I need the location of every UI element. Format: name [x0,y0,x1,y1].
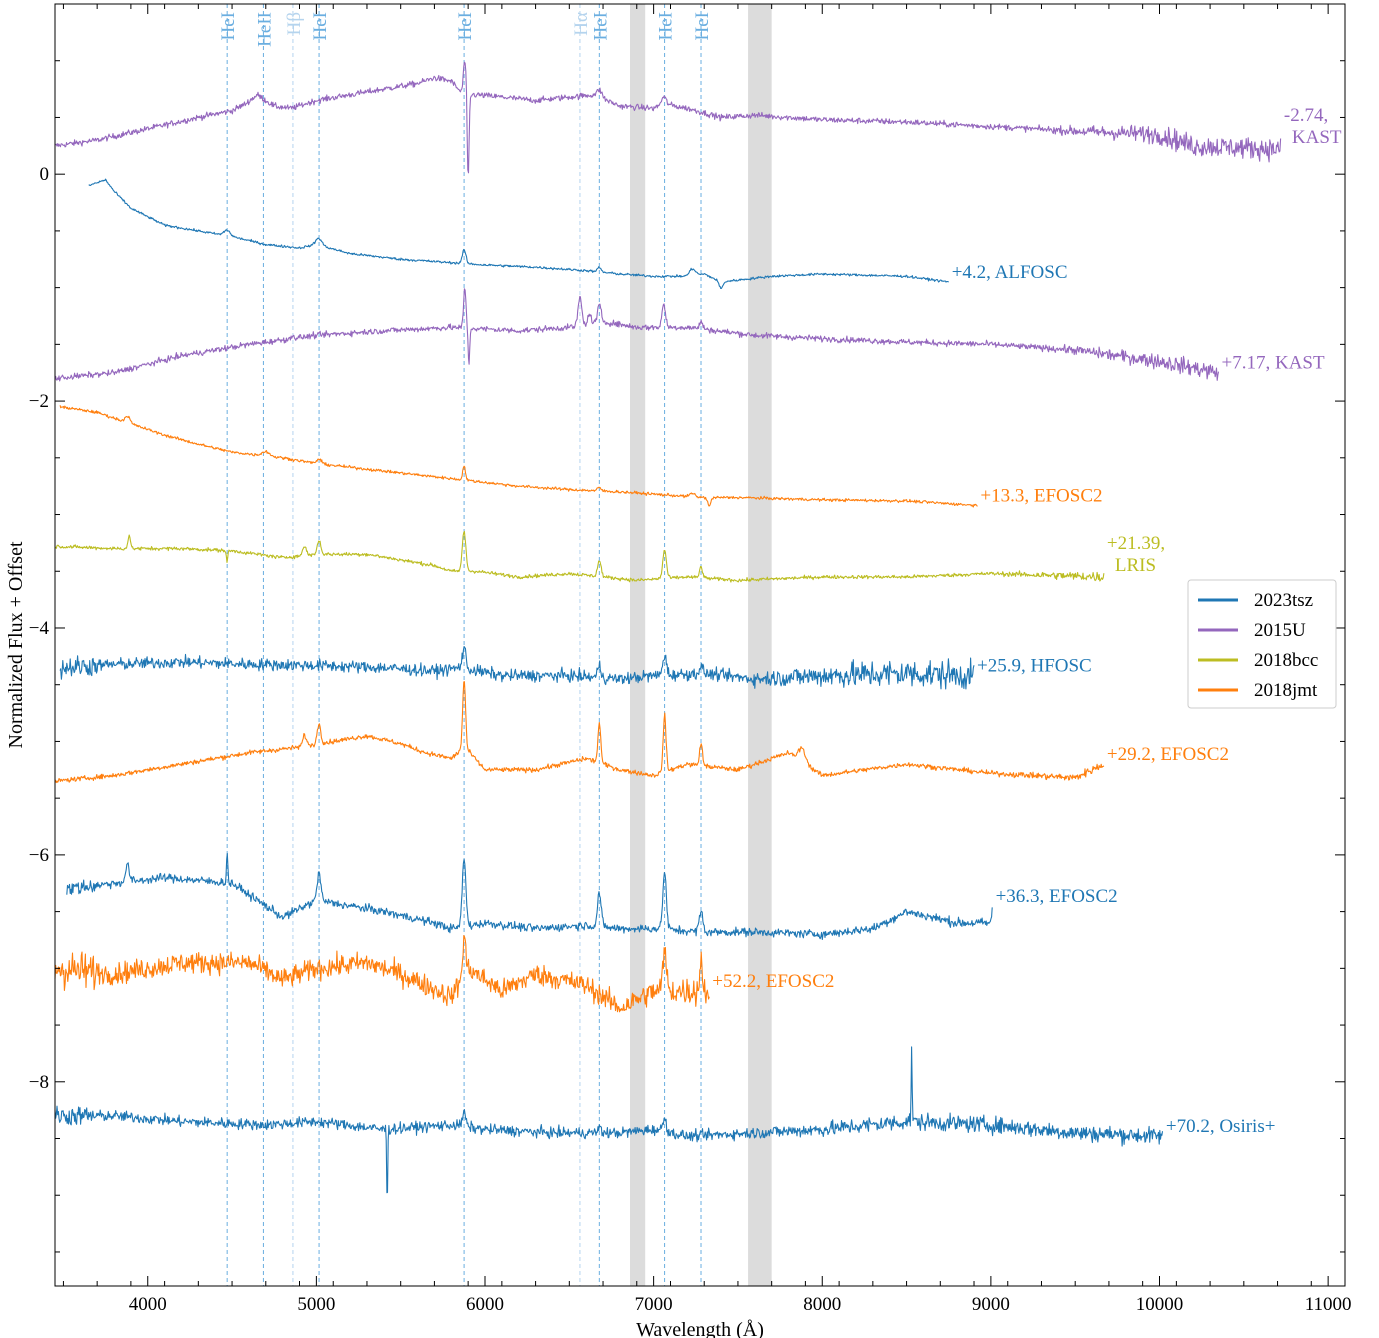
axis-ticks: 4000 5000 6000 7000 8000 9000 10000 11000 0 −2 −4 −… [29,3,1352,1315]
x-tick-label-7: 11000 [1305,1294,1352,1315]
axes [54,3,1346,1287]
x-axis-label: Wavelength (Å) [636,1319,764,1338]
line-marker-label-5: Hα [571,12,592,36]
y-tick-label-4: −8 [29,1072,49,1093]
spectrum-2 [54,288,1220,382]
spectrum-3 [59,405,978,508]
x-tick-label-3: 7000 [635,1294,673,1315]
y-tick-label-0: 0 [40,164,50,185]
x-tick-label-4: 8000 [803,1294,841,1315]
series-label-0: -2.74, KAST [1284,105,1342,148]
telluric-band-1 [748,4,772,1286]
series-label-9: +70.2, Osiris+ [1166,1116,1276,1137]
line-marker-label-2: Hβ [284,12,305,35]
line-marker-label-3: HeI [310,12,331,40]
legend-label-2: 2018bcc [1254,650,1318,671]
y-tick-label-3: −6 [29,845,49,866]
legend-label-0: 2023tsz [1254,590,1313,611]
series-label-1: +4.2, ALFOSC [952,262,1068,283]
x-tick-label-6: 10000 [1136,1294,1184,1315]
spectrum-1 [88,178,950,290]
spectrum-6 [54,681,1105,784]
line-marker-label-4: HeI [455,12,476,40]
line-marker-label-7: HeI [656,12,677,40]
spectra-series [54,61,1282,1194]
x-tick-label-0: 4000 [129,1294,167,1315]
series-label-4: +21.39, LRIS [1107,533,1165,576]
spectrum-0 [54,61,1282,174]
series-label-8: +52.2, EFOSC2 [712,971,834,992]
spectrum-4 [54,530,1105,583]
legend-box [1187,579,1337,709]
series-label-7: +36.3, EFOSC2 [996,886,1118,907]
y-tick-label-1: −2 [29,391,49,412]
legend-label-1: 2015U [1254,620,1306,641]
series-label-6: +29.2, EFOSC2 [1107,744,1229,765]
spectrum-8 [54,935,710,1013]
telluric-bands [630,4,772,1286]
line-marker-label-1: HeII [254,12,275,47]
spectrum-5 [59,645,975,690]
y-axis-label: Normalized Flux + Offset [5,541,27,748]
x-tick-label-2: 6000 [466,1294,504,1315]
y-tick-label-2: −4 [29,618,50,639]
line-marker-label-0: HeI [218,12,239,40]
spectrum-7 [66,852,993,941]
legend: 2023tsz 2015U 2018bcc 2018jmt [1187,579,1337,709]
spectrum-9 [54,1046,1164,1194]
series-label-3: +13.3, EFOSC2 [980,485,1102,506]
line-marker-label-6: HeI [590,12,611,40]
series-labels: -2.74, KAST +4.2, ALFOSC +7.17, KAST +13.3, … [712,105,1342,1137]
series-label-5: +25.9, HFOSC [977,656,1092,677]
x-tick-label-1: 5000 [297,1294,335,1315]
plot-frame [54,3,1346,1287]
telluric-band-0 [630,4,646,1286]
line-marker-label-8: HeI [692,12,713,40]
series-label-2: +7.17, KAST [1222,353,1325,374]
legend-label-3: 2018jmt [1254,680,1318,701]
x-tick-label-5: 9000 [972,1294,1010,1315]
